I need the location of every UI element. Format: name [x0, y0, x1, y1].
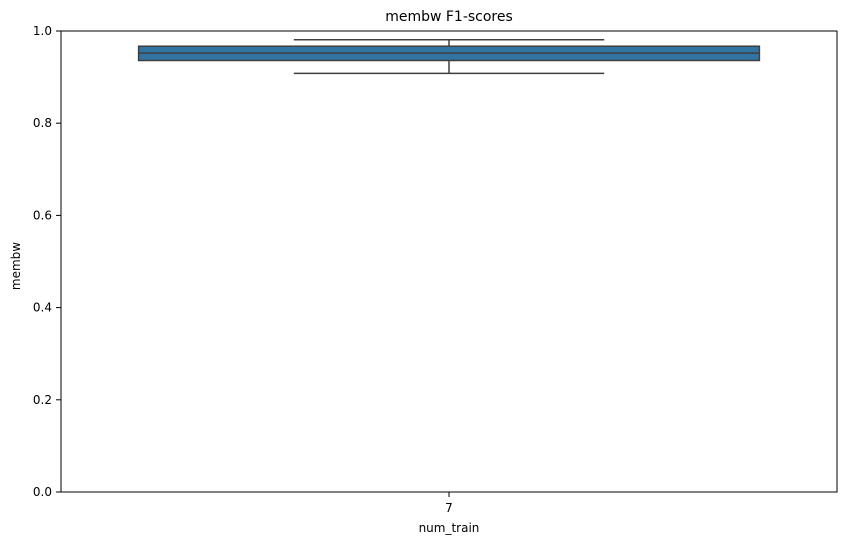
chart-title: membw F1-scores: [385, 9, 513, 25]
y-tick-label: 1.0: [33, 24, 52, 38]
plot-area: 0.0 0.2 0.4 0.6 0.8 1.0 7: [33, 24, 838, 515]
y-tick-label: 0.4: [33, 301, 52, 315]
y-tick-label: 0.6: [33, 208, 52, 222]
y-tick-label: 0.2: [33, 393, 52, 407]
x-axis-label: num_train: [419, 521, 480, 535]
y-tick-label: 0.0: [33, 485, 52, 499]
y-tick-label: 0.8: [33, 116, 52, 130]
y-axis-label: membw: [9, 242, 23, 290]
plot-frame: [60, 30, 838, 493]
x-tick-label: 7: [445, 501, 453, 515]
